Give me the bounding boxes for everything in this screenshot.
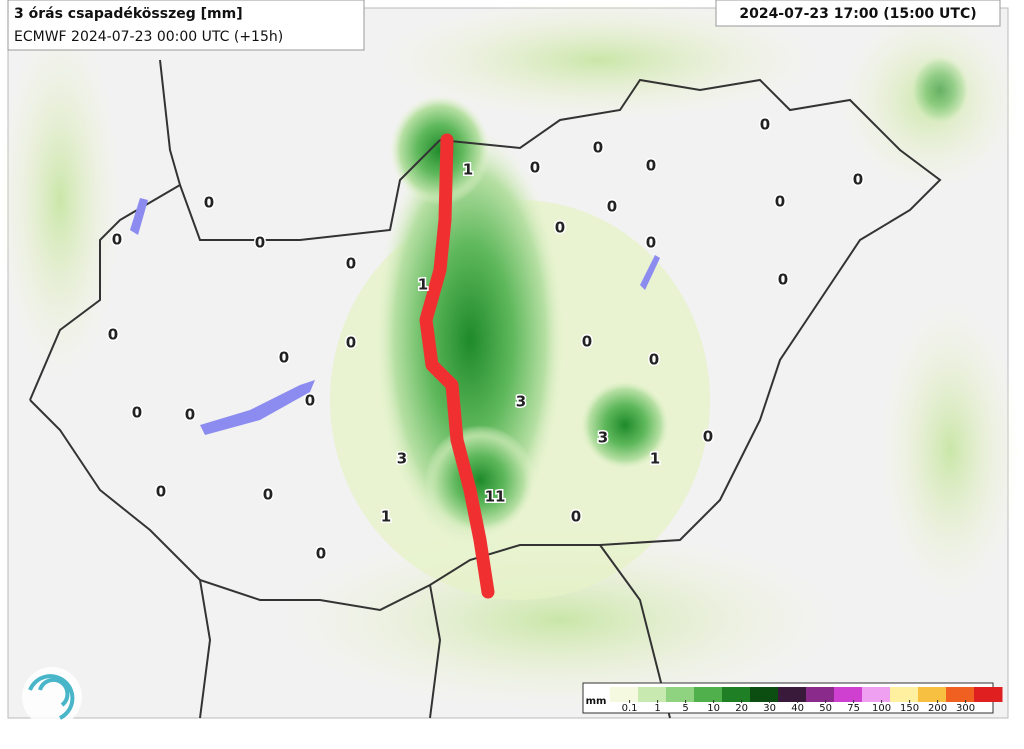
point-value: 0 — [853, 171, 863, 189]
borders — [29, 59, 942, 719]
point-value: 0 — [108, 326, 118, 344]
legend-swatch — [722, 687, 751, 702]
legend-tick-label: 50 — [819, 703, 832, 714]
legend-swatch — [918, 687, 947, 702]
legend-swatch — [946, 687, 975, 702]
legend-tick-label: 100 — [872, 703, 891, 714]
legend-tick-label: 150 — [900, 703, 919, 714]
lakes — [130, 198, 660, 435]
legend-tick-label: 40 — [791, 703, 804, 714]
point-value: 3 — [598, 429, 608, 447]
point-value: 0 — [132, 404, 142, 422]
point-value: 1 — [418, 276, 428, 294]
point-value: 0 — [593, 139, 603, 157]
point-value: 0 — [263, 486, 273, 504]
legend-tick-label: 10 — [707, 703, 720, 714]
point-value: 0 — [316, 545, 326, 563]
legend-swatch — [638, 687, 667, 702]
legend-tick-label: 300 — [956, 703, 975, 714]
point-value: 0 — [185, 406, 195, 424]
legend-swatch — [666, 687, 695, 702]
point-value: 0 — [649, 351, 659, 369]
point-value: 3 — [516, 393, 526, 411]
point-value: 0 — [646, 234, 656, 252]
legend-swatch — [890, 687, 919, 702]
legend-swatch — [806, 687, 835, 702]
subtitle: ECMWF 2024-07-23 00:00 UTC (+15h) — [14, 29, 283, 45]
point-value: 0 — [703, 428, 713, 446]
point-value: 0 — [530, 159, 540, 177]
point-value: 0 — [775, 193, 785, 211]
legend-tick-label: 20 — [735, 703, 748, 714]
point-value: 11 — [485, 488, 506, 506]
point-value: 0 — [305, 392, 315, 410]
legend-swatch — [778, 687, 807, 702]
point-value: 0 — [646, 157, 656, 175]
title-box — [7, 0, 365, 51]
point-value: 0 — [346, 255, 356, 273]
legend-swatch — [694, 687, 723, 702]
legend-tick-label: 1 — [654, 703, 660, 714]
legend-swatch — [862, 687, 891, 702]
logo — [22, 667, 82, 727]
point-value: 0 — [255, 234, 265, 252]
legend-swatch — [610, 687, 639, 702]
legend-swatch — [834, 687, 863, 702]
title: 3 órás csapadékösszeg [mm] — [14, 6, 243, 22]
point-value: 0 — [571, 508, 581, 526]
legend-swatch — [974, 687, 1003, 702]
point-value: 1 — [650, 450, 660, 468]
point-value: 3 — [397, 450, 407, 468]
point-value: 0 — [760, 116, 770, 134]
point-value: 0 — [204, 194, 214, 212]
legend-tick-label: 5 — [682, 703, 688, 714]
valid-time: 2024-07-23 17:00 (15:00 UTC) — [739, 6, 976, 22]
legend-tick-label: 75 — [847, 703, 860, 714]
point-value: 0 — [607, 198, 617, 216]
legend-tick-label: 200 — [928, 703, 947, 714]
point-value: 0 — [778, 271, 788, 289]
legend: 0.1 1 5 10 20 30 40 50 75 100 150 200 300 — [610, 687, 1003, 714]
time-box — [715, 0, 1001, 27]
point-value: 0 — [279, 349, 289, 367]
point-value: 0 — [582, 333, 592, 351]
point-value: 0 — [346, 334, 356, 352]
route-line — [419, 133, 495, 599]
legend-tick-label: 0.1 — [622, 703, 638, 714]
point-value: 0 — [112, 231, 122, 249]
legend-swatch — [750, 687, 779, 702]
point-value: 1 — [381, 508, 391, 526]
point-value: 0 — [156, 483, 166, 501]
point-value: 0 — [555, 219, 565, 237]
legend-tick-label: 30 — [763, 703, 776, 714]
legend-unit: mm — [586, 696, 607, 707]
point-value: 1 — [463, 161, 473, 179]
